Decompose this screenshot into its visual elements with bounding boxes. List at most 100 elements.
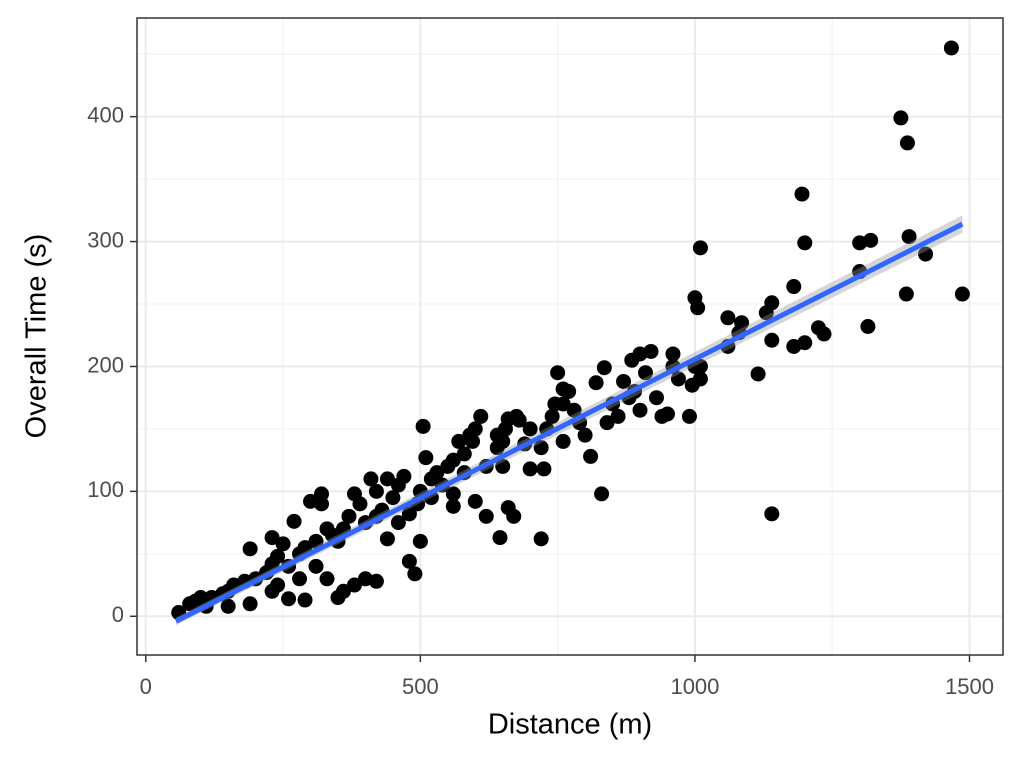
point [610,408,626,424]
point [390,477,406,493]
point [478,508,494,524]
point [750,366,766,382]
point [893,110,909,126]
y-tick-label: 400 [87,102,124,127]
point [500,500,516,516]
point [368,483,384,499]
panel-border [136,17,1004,656]
x-tick-label: 1000 [670,674,719,699]
y-tick-label: 200 [87,352,124,377]
x-axis-title: Distance (m) [488,709,652,741]
point [536,461,552,477]
x-tick-label: 1500 [945,674,994,699]
point [860,319,876,335]
point [385,490,401,506]
point [550,365,566,381]
point [555,396,571,412]
point [533,440,549,456]
point [335,583,351,599]
point [596,360,612,376]
point [495,458,511,474]
point [429,465,445,481]
point [594,486,610,502]
point [692,240,708,256]
point [415,418,431,434]
point [346,577,362,593]
point [566,402,582,418]
point [495,433,511,449]
point [588,375,604,391]
point [616,373,632,389]
x-tick-label: 0 [140,674,152,699]
point [451,433,467,449]
point [544,408,560,424]
point [456,446,472,462]
point [898,286,914,302]
point [473,408,489,424]
point [286,513,302,529]
y-axis-title: Overall Time (s) [21,234,53,439]
point [346,486,362,502]
point [264,530,280,546]
point [599,415,615,431]
y-tick-label: 300 [87,227,124,252]
x-tick-label: 500 [402,674,439,699]
point [901,229,917,245]
point [555,381,571,397]
point [379,471,395,487]
point [638,365,654,381]
point [533,531,549,547]
point [918,246,934,262]
point [412,533,428,549]
point [786,279,802,295]
point [899,135,915,151]
point [670,371,686,387]
point [390,515,406,531]
point [297,592,313,608]
point [264,583,280,599]
point [275,536,291,552]
point [684,377,700,393]
point [445,498,461,514]
point [522,461,538,477]
point [681,408,697,424]
point [758,305,774,321]
point [281,591,297,607]
point [764,506,780,522]
point [786,338,802,354]
point [665,346,681,362]
point [632,402,648,418]
point [308,533,324,549]
point [379,531,395,547]
point [764,332,780,348]
point [583,448,599,464]
point [690,300,706,316]
point [467,493,483,509]
point [401,506,417,522]
point [654,408,670,424]
point [624,352,640,368]
point [418,450,434,466]
point [242,596,258,612]
point [577,427,593,443]
point [816,326,832,342]
point [492,530,508,546]
point [720,310,736,326]
point [648,390,664,406]
y-tick-label: 100 [87,477,124,502]
point [555,433,571,449]
point [303,493,319,509]
point [319,521,335,537]
point [445,486,461,502]
trend-line [174,221,964,624]
y-tick-label: 0 [112,602,124,627]
point [341,508,357,524]
point [863,232,879,248]
point [401,553,417,569]
point [308,558,324,574]
point [943,40,959,56]
point [465,433,481,449]
point [407,566,423,582]
point [363,471,379,487]
